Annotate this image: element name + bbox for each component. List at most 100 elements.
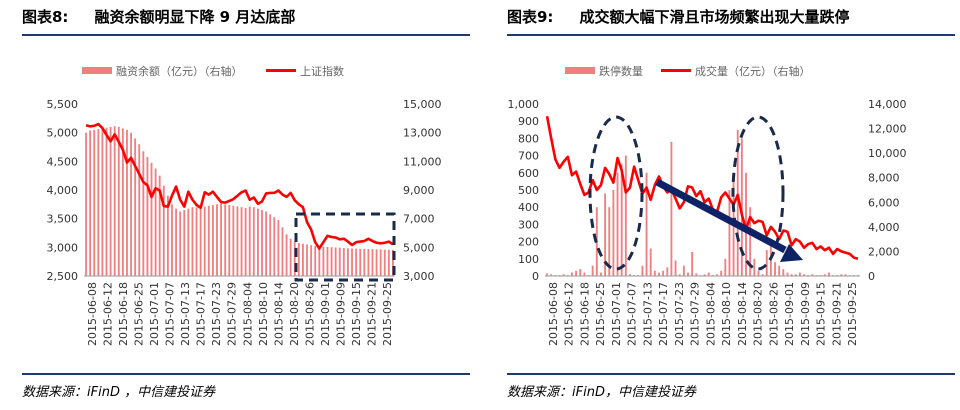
- fig8-bar: [126, 129, 128, 276]
- fig8-bar: [252, 207, 255, 276]
- fig8-x-tick: 2015-09-01: [319, 282, 332, 346]
- fig8-right-tick: 3,000: [403, 270, 435, 283]
- fig9-right-tick: 0: [868, 270, 875, 283]
- fig9-left-tick: 800: [518, 132, 539, 145]
- figure-9-title: 成交额大幅下滑且市场频繁出现大量跌停: [579, 8, 850, 26]
- fig8-bar: [256, 208, 259, 276]
- fig9-right-tick: 6,000: [868, 196, 900, 209]
- fig9-bar: [778, 265, 781, 276]
- fig8-bar: [334, 247, 337, 276]
- fig9-bar: [649, 248, 652, 276]
- fig9-bar: [641, 265, 644, 276]
- fig8-bar: [191, 207, 194, 276]
- fig9-x-tick: 2015-06-12: [563, 282, 576, 346]
- fig9-x-tick: 2015-06-25: [594, 282, 607, 346]
- fig9-x-tick: 2015-09-09: [799, 282, 812, 346]
- figure-9-panel: 图表9: 成交额大幅下滑且市场频繁出现大量跌停 跌停数量 成交量（亿元）（右轴） 0 1…: [485, 0, 955, 410]
- figure-8-top-rule: [22, 34, 470, 36]
- fig9-bar: [670, 141, 673, 276]
- fig9-right-tick: 2,000: [868, 245, 900, 258]
- fig8-left-tick: 2,500: [47, 270, 79, 283]
- fig8-bar: [347, 248, 349, 276]
- fig9-bar: [550, 274, 553, 276]
- fig8-bar: [179, 211, 182, 276]
- fig8-bar: [338, 247, 341, 276]
- fig8-bar: [289, 238, 292, 276]
- fig9-left-tick: 600: [518, 167, 539, 180]
- fig8-bar: [318, 246, 321, 276]
- fig8-bar: [199, 205, 202, 276]
- fig9-bar: [798, 272, 801, 276]
- fig8-bar: [117, 126, 120, 277]
- fig9-bar: [720, 270, 723, 276]
- fig8-bar: [142, 151, 145, 276]
- fig9-bar: [629, 274, 631, 276]
- fig8-x-tick: 2015-08-14: [272, 282, 285, 346]
- figure-9-top-rule: [507, 34, 955, 36]
- fig9-left-tick: 0: [532, 270, 539, 283]
- fig9-bar: [571, 272, 573, 276]
- fig9-left-tick: 100: [518, 253, 539, 266]
- fig9-left-tick: 900: [518, 115, 539, 128]
- fig8-x-tick: 2015-06-08: [86, 282, 99, 346]
- fig9-bar: [782, 269, 785, 276]
- fig9-right-tick: 12,000: [868, 123, 907, 136]
- fig8-x-tick: 2015-08-10: [257, 282, 270, 346]
- fig9-x-tick: 2015-08-04: [704, 282, 717, 346]
- fig8-bar: [355, 248, 358, 276]
- fig8-x-tick: 2015-09-15: [350, 282, 363, 346]
- fig8-dashed-box-annotation: [294, 212, 396, 282]
- fig9-legend: 跌停数量 成交量（亿元）（右轴）: [565, 64, 811, 78]
- fig9-bar: [827, 272, 830, 276]
- fig9-bar: [682, 265, 685, 276]
- fig9-bar: [794, 274, 797, 276]
- fig8-x-tick: 2015-08-20: [288, 282, 301, 346]
- fig9-bar: [749, 207, 752, 276]
- fig8-bar: [154, 168, 157, 276]
- fig8-bar: [232, 205, 235, 276]
- fig8-right-tick: 9,000: [403, 184, 435, 197]
- fig8-bar: [273, 217, 276, 276]
- fig8-bar: [228, 205, 231, 276]
- fig9-x-tick: 2015-06-18: [578, 282, 591, 346]
- fig9-x-tick: 2015-08-10: [720, 282, 733, 346]
- fig8-bar: [93, 129, 96, 276]
- fig9-x-tick: 2015-07-01: [610, 282, 623, 346]
- fig9-bar: [612, 190, 615, 276]
- fig8-bar: [363, 248, 366, 276]
- fig9-bar: [695, 273, 698, 276]
- figure-9-source: 数据来源：iFinD，中信建投证券: [507, 385, 696, 400]
- fig9-bar: [728, 190, 731, 276]
- fig9-x-tick: 2015-09-25: [846, 282, 859, 346]
- fig8-bar: [121, 128, 124, 276]
- fig8-bar: [314, 245, 317, 276]
- fig8-bar: [248, 206, 251, 276]
- fig9-bar: [600, 272, 602, 276]
- fig8-left-tick: 3,500: [47, 213, 79, 226]
- fig8-bar: [134, 138, 137, 276]
- fig8-right-tick: 5,000: [403, 241, 435, 254]
- fig9-bar: [562, 274, 565, 276]
- fig9-bar: [674, 260, 677, 276]
- fig9-x-tick: 2015-07-17: [657, 282, 670, 346]
- figure-8-number: 图表8:: [22, 8, 69, 26]
- fig9-bar: [608, 207, 611, 276]
- figure-9-heading: 图表9: 成交额大幅下滑且市场频繁出现大量跌停: [507, 6, 849, 27]
- fig9-right-tick: 14,000: [868, 98, 907, 111]
- fig8-x-tick: 2015-07-29: [226, 282, 239, 346]
- fig8-bar: [207, 205, 210, 276]
- fig9-x-tick: 2015-06-08: [547, 282, 560, 346]
- fig8-bar: [359, 248, 362, 276]
- fig8-bar: [367, 249, 370, 276]
- fig9-bar: [790, 274, 793, 276]
- fig8-left-tick: 5,000: [47, 127, 79, 140]
- fig8-bar: [310, 245, 313, 276]
- fig8-bar: [216, 204, 218, 276]
- fig9-left-tick: 400: [518, 201, 539, 214]
- fig8-bar: [302, 243, 304, 276]
- fig9-bar: [691, 251, 694, 276]
- fig8-bar: [101, 128, 104, 276]
- fig8-bar: [211, 205, 214, 276]
- fig9-left-tick: 1,000: [508, 98, 540, 111]
- fig8-bar: [236, 206, 239, 276]
